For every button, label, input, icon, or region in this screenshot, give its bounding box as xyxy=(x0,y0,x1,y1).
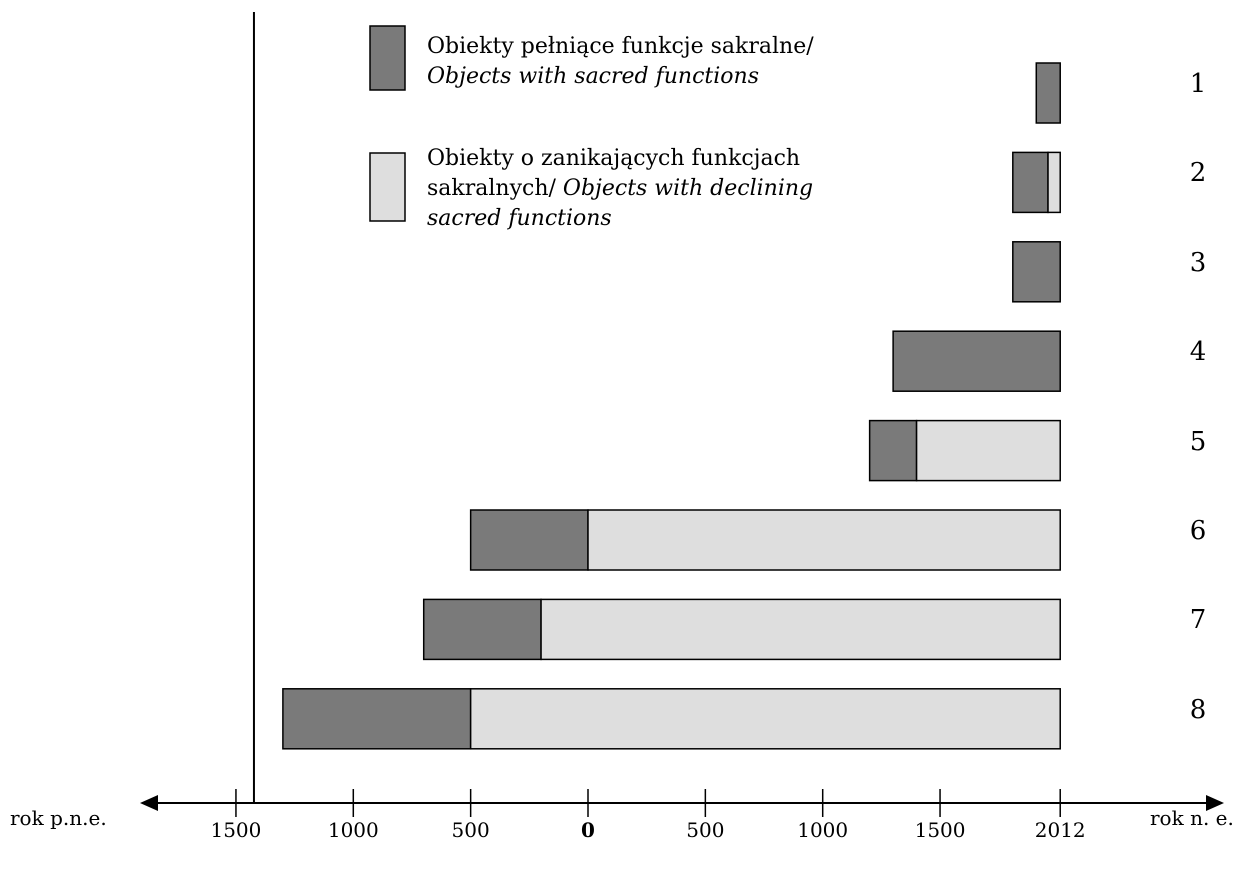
bar-declining-7 xyxy=(540,598,1061,661)
row-label-8: 8 xyxy=(1189,694,1207,725)
x-tick-label-7: 2012 xyxy=(1034,818,1086,842)
bar-sacred-3 xyxy=(1012,241,1061,303)
legend-entry-sacred-line2: Objects with sacred functions xyxy=(427,64,759,89)
legend-entry-sacred-line1: Obiekty pełniące funkcje sakralne/ xyxy=(427,34,814,59)
x-tick-label-3: 0 xyxy=(581,818,595,842)
legend-entry-declining-line2: sakralnych/ xyxy=(427,176,563,201)
x-tick-label-1: 1000 xyxy=(327,818,379,842)
bars-group xyxy=(282,62,1061,750)
row-label-6: 6 xyxy=(1189,516,1207,546)
row-label-2: 2 xyxy=(1189,158,1207,189)
bar-sacred-2 xyxy=(1012,151,1049,214)
legend-swatches xyxy=(369,25,406,222)
row-label-4: 4 xyxy=(1189,337,1207,368)
x-tick-label-4: 500 xyxy=(686,818,725,842)
bar-sacred-1 xyxy=(1035,62,1061,124)
x-axis xyxy=(140,12,1224,817)
legend-entry-declining: Obiekty o zanikających funkcjach sakraln… xyxy=(427,144,813,234)
bar-sacred-5 xyxy=(868,419,918,482)
bar-declining-2 xyxy=(1047,151,1061,214)
legend-entry-sacred: Obiekty pełniące funkcje sakralne/ Objec… xyxy=(427,32,814,92)
bar-declining-6 xyxy=(587,509,1061,571)
legend-swatch-declining xyxy=(369,152,406,222)
bar-sacred-8 xyxy=(282,688,472,750)
x-tick-label-5: 1000 xyxy=(797,818,849,842)
legend-entry-declining-line1: Obiekty o zanikających funkcjach xyxy=(427,146,801,171)
x-tick-label-2: 500 xyxy=(451,818,490,842)
x-axis-arrow-right xyxy=(1206,795,1224,811)
bar-declining-8 xyxy=(469,688,1061,750)
row-label-7: 7 xyxy=(1189,605,1207,636)
x-axis-arrow-left xyxy=(140,795,158,811)
bar-declining-5 xyxy=(915,419,1061,482)
x-tick-label-6: 1500 xyxy=(914,818,966,842)
legend-entry-declining-line2-italic: Objects with declining xyxy=(562,176,814,201)
row-label-5: 5 xyxy=(1189,426,1207,457)
legend-entry-declining-line3: sacred functions xyxy=(427,206,612,231)
axis-right-label: rok n. e. xyxy=(1150,806,1234,830)
bar-sacred-4 xyxy=(892,330,1061,392)
legend-swatch-sacred xyxy=(369,25,406,91)
bar-sacred-7 xyxy=(422,598,542,661)
row-label-3: 3 xyxy=(1189,247,1207,278)
x-tick-label-0: 1500 xyxy=(210,818,262,842)
bar-sacred-6 xyxy=(469,509,589,571)
axis-left-label: rok p.n.e. xyxy=(10,806,107,830)
row-label-1: 1 xyxy=(1189,69,1207,99)
